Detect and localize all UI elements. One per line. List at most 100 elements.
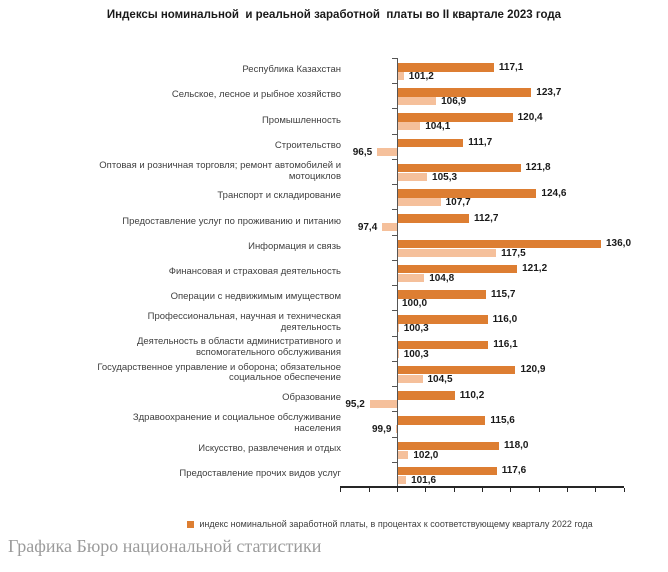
x-axis-tick (482, 488, 483, 492)
bar-nominal (397, 391, 455, 400)
category-tick (392, 335, 397, 337)
legend-swatch-nominal-icon (187, 520, 195, 528)
category-tick (392, 386, 397, 388)
bar-value-nominal: 117,6 (501, 465, 527, 477)
bar-value-real: 95,2 (345, 399, 365, 411)
bar-value-nominal: 116,0 (492, 313, 518, 325)
bar-value-real: 102,0 (413, 449, 439, 461)
category-label: Оптовая и розничная торговля; ремонт авт… (99, 159, 341, 182)
bar-nominal (397, 113, 513, 122)
bar-nominal (397, 189, 537, 198)
bar-value-nominal: 110,2 (459, 389, 485, 401)
bar-nominal (397, 340, 489, 350)
bar-value-nominal: 118,0 (504, 440, 529, 452)
category-tick (392, 310, 397, 312)
bar-real (397, 72, 404, 80)
bar-value-real: 104,5 (427, 373, 453, 385)
x-axis-tick (425, 488, 427, 492)
category-tick (392, 360, 397, 362)
bar-value-nominal: 120,9 (520, 364, 546, 376)
bar-nominal (397, 88, 532, 97)
category-label: Информация и связь (248, 240, 341, 252)
bar-value-real: 117,5 (501, 247, 526, 259)
bar-value-real: 100,3 (403, 323, 429, 335)
category-label: Образование (282, 392, 341, 404)
category-tick (392, 58, 397, 59)
bar-nominal (397, 239, 601, 249)
legend: индекс номинальной заработной платы, в п… (0, 519, 668, 529)
bar-value-nominal: 116,1 (493, 339, 518, 351)
bar-nominal (397, 163, 521, 173)
category-label: Строительство (274, 139, 341, 151)
bar-value-real: 97,4 (357, 222, 378, 234)
bar-value-nominal: 121,2 (522, 263, 548, 275)
category-label: Предоставление прочих видов услуг (179, 467, 341, 479)
category-tick (392, 234, 397, 236)
category-label: Деятельность в области административного… (136, 336, 341, 359)
bar-value-real: 100,0 (402, 298, 428, 310)
category-label: Республика Казахстан (242, 64, 341, 76)
chart-title: Индексы номинальной и реальной заработно… (106, 9, 562, 21)
bar-value-nominal: 117,1 (498, 61, 524, 73)
bar-value-real: 107,7 (445, 197, 471, 209)
category-label: Предоставление услуг по проживанию и пит… (122, 215, 341, 227)
category-label: Искусство, развлечения и отдых (198, 442, 341, 454)
bar-real (397, 122, 421, 131)
bar-real (397, 248, 497, 257)
category-tick (392, 411, 397, 413)
bar-real (397, 97, 437, 106)
x-axis-line (340, 486, 624, 488)
x-axis-tick (368, 488, 370, 492)
bar-real (397, 374, 423, 383)
category-label: Промышленность (261, 114, 341, 126)
category-tick (392, 259, 397, 261)
bar-real (397, 450, 409, 459)
bar-value-nominal: 115,7 (490, 288, 516, 300)
bar-nominal (397, 214, 469, 223)
category-tick (392, 108, 397, 110)
value-axis-line (396, 58, 398, 487)
category-tick (392, 461, 397, 463)
x-axis-tick (595, 488, 597, 492)
category-label: Операции с недвижимым имуществом (170, 291, 341, 303)
x-axis-tick (538, 488, 540, 492)
bar-value-nominal: 121,8 (525, 162, 551, 174)
category-tick (392, 436, 397, 438)
category-tick (392, 209, 397, 211)
bar-value-real: 101,6 (411, 474, 437, 486)
bar-real (369, 400, 397, 409)
category-label: Транспорт и складирование (217, 190, 341, 202)
bar-value-nominal: 115,6 (490, 414, 515, 426)
bar-value-real: 104,8 (429, 272, 455, 284)
bar-value-real: 104,1 (425, 121, 451, 133)
category-label: Государственное управление и оборона; об… (97, 361, 341, 384)
x-axis-tick (340, 488, 342, 492)
bar-real (397, 198, 441, 207)
bar-nominal (397, 290, 486, 299)
x-axis-tick (567, 488, 568, 492)
bar-nominal (397, 63, 494, 72)
category-label: Сельское, лесное и рыбное хозяйство (171, 89, 341, 101)
x-axis-tick (397, 488, 398, 492)
bar-nominal (397, 441, 499, 451)
category-label: Финансовая и страховая деятельность (168, 266, 341, 278)
x-axis-tick (623, 488, 625, 492)
bar-real (377, 147, 397, 156)
bar-real (397, 324, 399, 333)
bar-value-real: 106,9 (441, 96, 467, 108)
category-tick (392, 158, 397, 160)
bar-nominal (397, 264, 518, 274)
source-credit: Графика Бюро национальной статистики (8, 536, 322, 556)
category-tick (392, 133, 397, 135)
bar-value-nominal: 124,6 (541, 187, 567, 199)
bar-real (382, 223, 397, 232)
bar-value-nominal: 111,7 (468, 137, 493, 149)
bar-value-nominal: 112,7 (473, 212, 499, 224)
bar-real (397, 172, 428, 181)
bar-value-nominal: 120,4 (517, 111, 543, 123)
bar-value-nominal: 123,7 (536, 86, 562, 98)
bar-nominal (397, 365, 516, 375)
bar-value-real: 101,2 (408, 71, 434, 82)
category-tick (392, 285, 397, 287)
x-axis-tick (453, 488, 455, 492)
